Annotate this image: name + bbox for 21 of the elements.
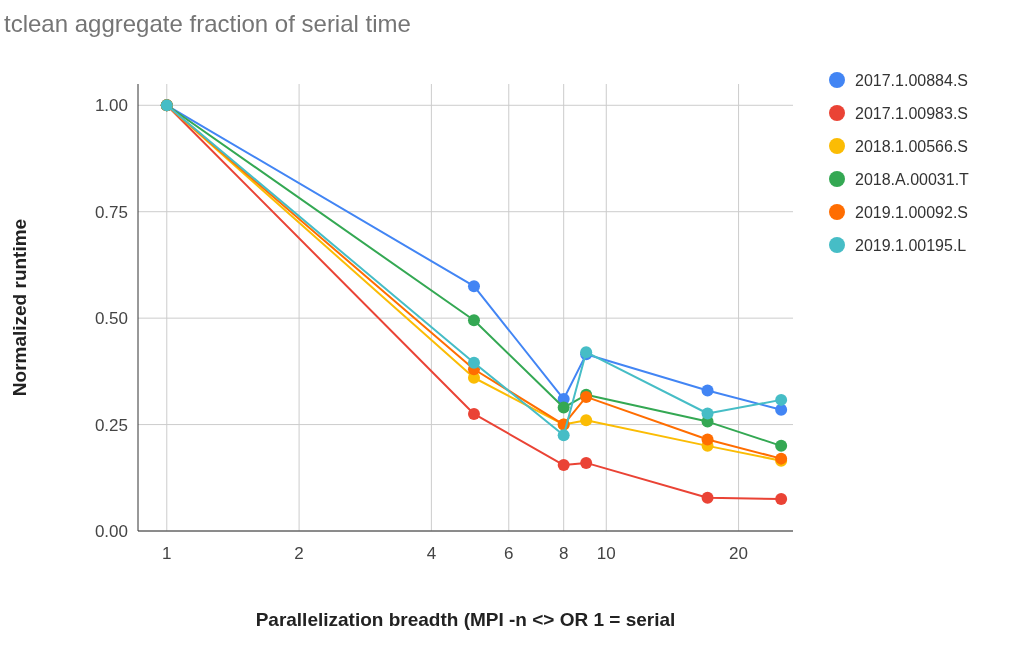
legend-label: 2017.1.00884.S — [855, 71, 968, 89]
legend-label: 2019.1.00092.S — [855, 203, 968, 221]
x-tick-label: 10 — [596, 544, 616, 563]
y-tick-label: 0.00 — [94, 521, 128, 541]
x-tick-label: 4 — [426, 544, 437, 563]
legend-label: 2019.1.00195.L — [855, 236, 967, 254]
x-axis-title: Parallelization breadth (MPI -n <> OR 1 = serial — [255, 609, 676, 630]
chart-title: tclean aggregate fraction of serial time — [4, 10, 411, 37]
legend-label: 2018.1.00566.S — [855, 137, 968, 155]
y-tick-label: 0.75 — [94, 202, 128, 222]
y-tick-label: 1.00 — [94, 96, 128, 116]
x-tick-label: 20 — [729, 544, 749, 563]
x-tick-label: 6 — [504, 544, 514, 563]
x-tick-label: 8 — [558, 544, 569, 563]
legend-label: 2017.1.00983.S — [855, 104, 968, 122]
y-axis-title: Normalized runtime — [9, 218, 30, 397]
x-tick-label: 2 — [294, 544, 304, 563]
y-tick-label: 0.50 — [94, 309, 128, 329]
y-tick-label: 0.25 — [94, 415, 128, 435]
legend-label: 2018.A.00031.T — [855, 170, 970, 188]
x-tick-label: 1 — [162, 544, 172, 563]
